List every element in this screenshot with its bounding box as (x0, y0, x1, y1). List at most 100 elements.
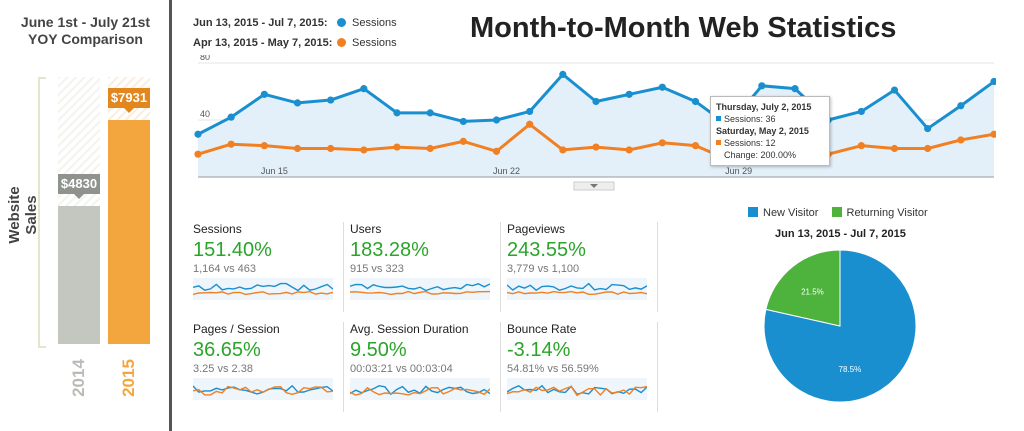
sessions-line-chart: 80 40 Jun 15 Jun 22 Jun 29 (194, 55, 996, 191)
metric-tile-pages-per-session[interactable]: Pages / Session 36.65% 3.25 vs 2.38 (193, 322, 344, 412)
current-sessions-point[interactable] (393, 109, 401, 117)
previous-sessions-point[interactable] (327, 144, 335, 153)
previous-sessions-point[interactable] (559, 146, 567, 154)
previous-sessions-point[interactable] (526, 120, 534, 128)
legend-current[interactable]: Jun 13, 2015 - Jul 7, 2015: Sessions (193, 17, 397, 29)
previous-sessions-point[interactable] (260, 142, 268, 150)
legend-previous[interactable]: Apr 13, 2015 - May 7, 2015: Sessions (193, 37, 397, 49)
current-sessions-point[interactable] (492, 116, 501, 124)
previous-sessions-point[interactable] (459, 137, 467, 145)
current-sessions-point[interactable] (625, 90, 633, 98)
chart-tooltip: Thursday, July 2, 2015 Sessions: 36 Satu… (710, 96, 830, 166)
previous-sessions-point[interactable] (194, 150, 202, 158)
sparkline-background (193, 378, 333, 400)
metric-tile-bounce-rate[interactable]: Bounce Rate -3.14% 54.81% vs 56.59% (507, 322, 658, 412)
current-sessions-point[interactable] (924, 124, 932, 133)
year-2014-text: 2014 (68, 359, 88, 397)
pie-legend-new-visitor[interactable]: New Visitor (748, 207, 818, 219)
previous-sessions-point[interactable] (857, 142, 865, 150)
current-sessions-point[interactable] (327, 96, 335, 104)
sparkline-previous (350, 290, 490, 296)
current-sessions-point[interactable] (260, 90, 268, 98)
current-sessions-point[interactable] (990, 77, 996, 86)
current-sessions-point[interactable] (559, 70, 567, 78)
previous-sessions-point[interactable] (592, 143, 600, 151)
year-2015-text: 2015 (118, 359, 138, 397)
metric-tile-avg-session-duration[interactable]: Avg. Session Duration 9.50% 00:03:21 vs … (350, 322, 501, 412)
metric-label: Pages / Session (193, 322, 280, 336)
tooltip-date-previous: Saturday, May 2, 2015 (716, 126, 809, 136)
metric-label: Users (350, 222, 382, 236)
previous-sessions-point[interactable] (393, 143, 401, 151)
current-sessions-point[interactable] (227, 113, 235, 121)
metric-sparkline (507, 278, 647, 300)
current-sessions-point[interactable] (857, 107, 865, 116)
previous-sessions-point[interactable] (890, 144, 899, 153)
metric-sparkline (507, 378, 647, 400)
previous-sessions-point[interactable] (492, 147, 501, 155)
previous-sessions-point[interactable] (293, 144, 302, 153)
metric-value: 36.65% (193, 339, 261, 361)
bar-2014 (58, 206, 100, 344)
sparkline-previous (193, 385, 333, 396)
visitor-pie-chart: 21.5% 78.5% (763, 249, 917, 403)
pie-slice-returning-visitor[interactable] (765, 249, 841, 327)
previous-sessions-point[interactable] (360, 146, 368, 154)
x-tick-label: Jun 15 (261, 166, 288, 176)
current-sessions-point[interactable] (658, 83, 666, 91)
current-sessions-point[interactable] (791, 85, 799, 93)
sparkline-previous (193, 290, 333, 296)
previous-sessions-point[interactable] (691, 142, 700, 150)
yoy-bracket (38, 77, 46, 348)
pie-title: Jun 13, 2015 - Jul 7, 2015 (775, 228, 906, 240)
metric-value: 243.55% (507, 239, 586, 261)
previous-sessions-point[interactable] (227, 140, 235, 148)
current-sessions-point[interactable] (293, 99, 302, 107)
pie-legend-returning-visitor[interactable]: Returning Visitor (831, 207, 928, 219)
current-sessions-point[interactable] (426, 109, 434, 117)
yoy-title-line2: YOY Comparison (28, 31, 143, 47)
metric-tile-sessions[interactable]: Sessions 151.40% 1,164 vs 463 (193, 222, 344, 312)
y-tick-label: 40 (200, 109, 210, 119)
legend-current-range: Jun 13, 2015 - Jul 7, 2015: (193, 17, 328, 29)
previous-sessions-point[interactable] (957, 136, 965, 144)
sparkline-previous (507, 290, 647, 296)
current-sessions-point[interactable] (592, 97, 600, 106)
current-sessions-point[interactable] (890, 86, 899, 94)
previous-sessions-point[interactable] (990, 130, 996, 138)
metric-sparkline (193, 278, 333, 300)
metric-label: Avg. Session Duration (350, 322, 469, 336)
metric-comparison: 3.25 vs 2.38 (193, 363, 253, 375)
tooltip-previous-square-icon (716, 140, 721, 145)
previous-sessions-point[interactable] (426, 144, 434, 153)
previous-sessions-point[interactable] (924, 144, 932, 153)
current-sessions-point[interactable] (691, 97, 700, 106)
previous-sessions-point[interactable] (658, 139, 666, 147)
yoy-axis-label: Website Sales (6, 186, 40, 244)
previous-sessions-point[interactable] (625, 146, 633, 154)
returning-visitor-square-icon (831, 207, 842, 217)
current-sessions-point[interactable] (459, 117, 467, 126)
current-sessions-point[interactable] (957, 102, 965, 110)
current-sessions-point[interactable] (758, 82, 766, 90)
tooltip-previous-value: Sessions: 12 (724, 138, 776, 148)
metric-tile-users[interactable]: Users 183.28% 915 vs 323 (350, 222, 501, 312)
sparkline-previous (507, 385, 647, 397)
metric-comparison: 915 vs 323 (350, 263, 404, 275)
metric-value: 183.28% (350, 239, 429, 261)
tooltip-date-current: Thursday, July 2, 2015 (716, 102, 812, 112)
current-sessions-point[interactable] (526, 107, 534, 116)
pie-legend-returning-label: Returning Visitor (846, 207, 928, 219)
legend-previous-dot-icon (337, 38, 346, 47)
legend-current-metric: Sessions (352, 17, 397, 29)
current-sessions-point[interactable] (360, 85, 368, 93)
metric-sparkline (350, 378, 490, 400)
current-sessions-point[interactable] (194, 130, 202, 138)
chevron-down-icon (590, 184, 598, 188)
panel-divider (169, 0, 172, 431)
sparkline-current (193, 282, 333, 292)
metric-value: -3.14% (507, 339, 571, 361)
legend-previous-metric: Sessions (352, 37, 397, 49)
sparkline-background (507, 278, 647, 300)
metric-tile-pageviews[interactable]: Pageviews 243.55% 3,779 vs 1,100 (507, 222, 658, 312)
